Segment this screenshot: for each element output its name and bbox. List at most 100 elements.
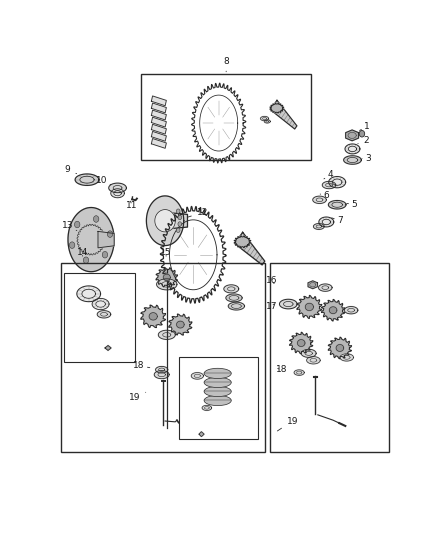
Bar [64,273,134,361]
Polygon shape [307,357,320,364]
Text: 14: 14 [77,248,88,257]
Polygon shape [105,345,111,350]
Polygon shape [340,354,353,361]
Circle shape [69,242,75,248]
Polygon shape [314,223,324,229]
Polygon shape [152,117,166,127]
Polygon shape [156,268,177,287]
Polygon shape [344,156,361,164]
Polygon shape [199,432,204,437]
Polygon shape [141,305,166,328]
Polygon shape [328,337,352,359]
Polygon shape [313,196,326,204]
Polygon shape [149,313,157,320]
Polygon shape [155,366,168,373]
Text: 19: 19 [277,416,298,431]
Circle shape [178,215,182,220]
Text: 10: 10 [96,176,111,185]
Text: 7: 7 [332,216,343,225]
Polygon shape [290,332,313,354]
Circle shape [93,216,99,222]
Polygon shape [152,139,166,148]
Polygon shape [68,207,114,272]
Polygon shape [146,196,184,246]
Polygon shape [77,286,101,302]
Text: 3: 3 [362,154,371,163]
Text: 8: 8 [223,56,229,72]
Polygon shape [279,299,297,309]
Bar [179,358,258,440]
Ellipse shape [204,386,231,397]
Polygon shape [308,281,318,289]
Circle shape [107,231,113,237]
Polygon shape [346,130,359,141]
Polygon shape [336,344,344,351]
Text: 9: 9 [65,165,77,174]
Polygon shape [305,303,314,311]
Text: 6: 6 [320,191,329,200]
Polygon shape [202,405,212,410]
Bar [270,263,389,452]
Text: 19: 19 [129,392,146,402]
Circle shape [74,221,80,228]
Polygon shape [228,302,244,310]
Bar [141,74,311,160]
Polygon shape [157,279,177,290]
Polygon shape [301,349,316,357]
Polygon shape [152,132,166,141]
Polygon shape [264,120,270,123]
Polygon shape [234,236,251,248]
Polygon shape [97,311,111,318]
Text: 5: 5 [346,200,357,209]
Polygon shape [98,231,114,248]
Polygon shape [321,300,345,321]
Polygon shape [328,176,346,188]
Polygon shape [109,183,127,193]
Polygon shape [235,232,265,265]
Text: 16: 16 [265,276,277,285]
Polygon shape [152,110,166,120]
Circle shape [359,131,365,137]
Text: 18: 18 [133,361,150,370]
Polygon shape [155,209,175,232]
Polygon shape [152,103,166,113]
Ellipse shape [204,368,231,378]
Circle shape [83,257,89,263]
Polygon shape [270,103,284,113]
Circle shape [102,252,108,258]
Polygon shape [297,295,322,318]
Polygon shape [111,189,124,198]
Polygon shape [261,116,268,121]
Polygon shape [171,213,187,229]
Polygon shape [75,174,99,185]
Text: 11: 11 [127,201,138,210]
Ellipse shape [204,377,231,387]
Polygon shape [345,144,360,154]
Circle shape [178,222,182,227]
Polygon shape [152,96,166,106]
Polygon shape [92,298,109,310]
Polygon shape [328,200,346,209]
Text: 1: 1 [360,122,370,131]
Polygon shape [322,181,336,189]
Text: 18: 18 [276,365,287,374]
Ellipse shape [204,395,231,406]
Polygon shape [270,100,297,129]
Text: 4: 4 [324,170,333,179]
Text: 12: 12 [188,208,208,217]
Polygon shape [319,217,334,227]
Text: 17: 17 [265,302,277,311]
Bar [61,263,265,452]
Polygon shape [224,285,239,293]
Text: 2: 2 [358,136,369,145]
Polygon shape [163,274,170,280]
Circle shape [177,209,180,214]
Polygon shape [226,294,242,302]
Polygon shape [152,124,166,134]
Polygon shape [294,370,304,375]
Text: 13: 13 [62,221,77,231]
Polygon shape [169,314,192,335]
Polygon shape [158,330,175,340]
Polygon shape [177,321,184,328]
Circle shape [177,228,180,232]
